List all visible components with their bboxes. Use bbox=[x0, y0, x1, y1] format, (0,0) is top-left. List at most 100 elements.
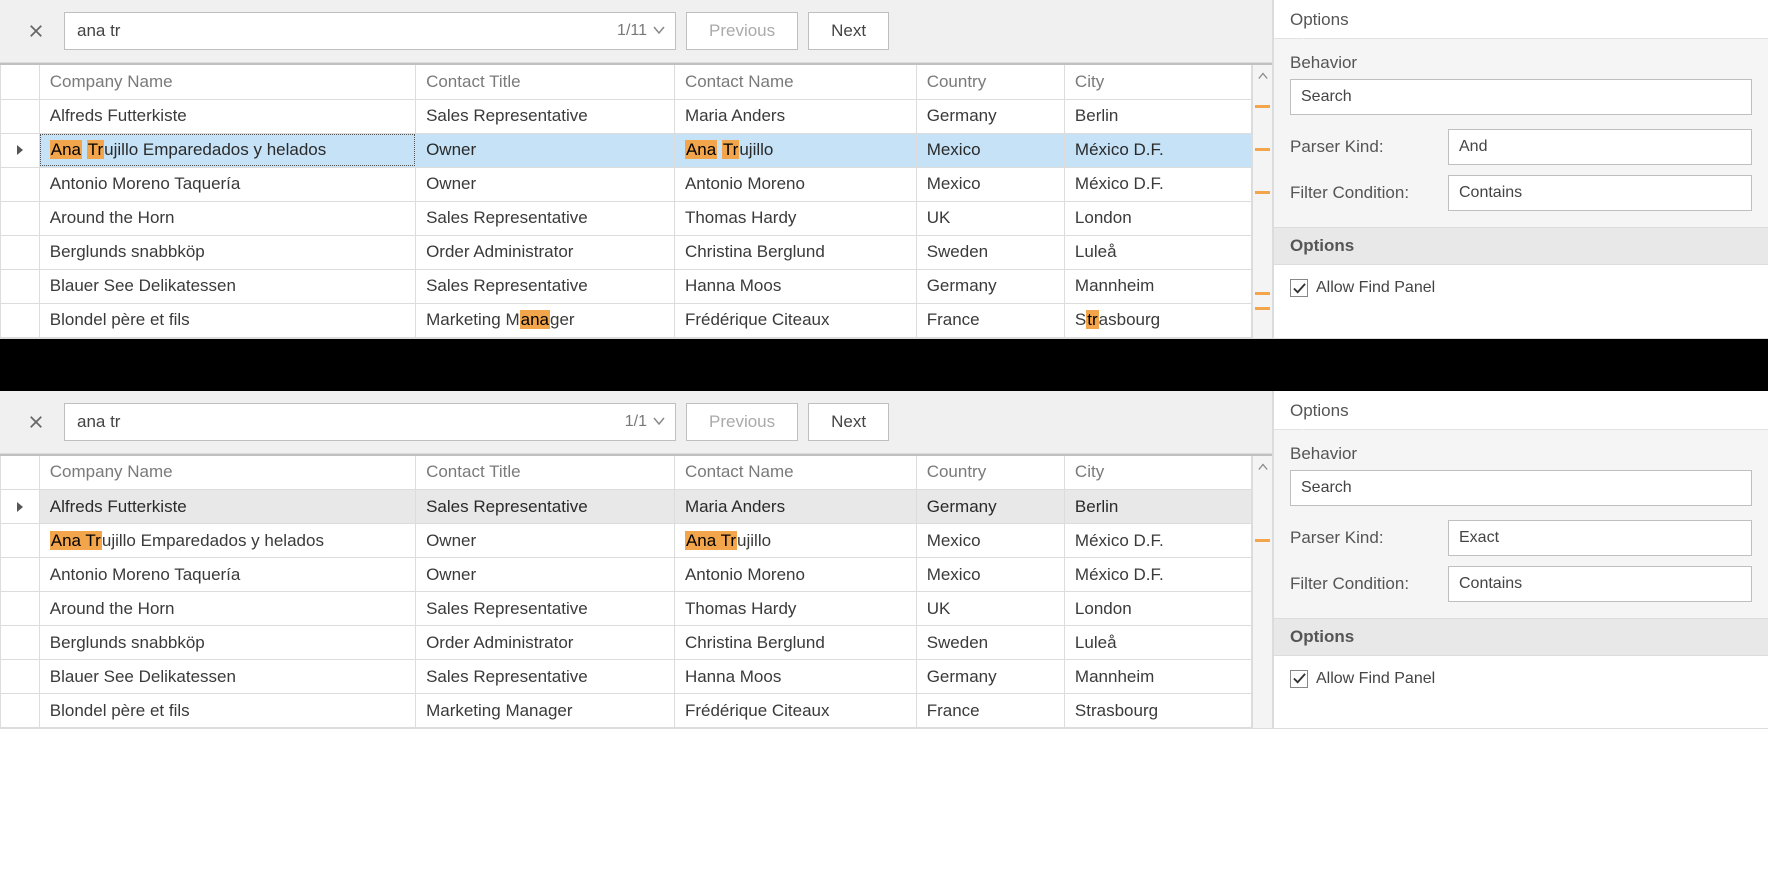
table-cell[interactable]: Luleå bbox=[1064, 626, 1251, 660]
table-row[interactable]: Around the HornSales RepresentativeThoma… bbox=[1, 592, 1252, 626]
scroll-track[interactable] bbox=[1253, 476, 1272, 729]
table-cell[interactable]: Around the Horn bbox=[39, 201, 415, 235]
close-icon[interactable] bbox=[24, 410, 48, 434]
table-cell[interactable]: Order Administrator bbox=[416, 626, 675, 660]
table-cell[interactable]: Mannheim bbox=[1064, 269, 1251, 303]
table-cell[interactable]: UK bbox=[916, 592, 1064, 626]
column-header[interactable]: Contact Name bbox=[674, 65, 916, 99]
table-cell[interactable]: Christina Berglund bbox=[674, 235, 916, 269]
table-cell[interactable]: Strasbourg bbox=[1064, 303, 1251, 337]
vertical-scrollbar[interactable] bbox=[1252, 456, 1272, 729]
table-cell[interactable]: México D.F. bbox=[1064, 133, 1251, 167]
table-cell[interactable]: Germany bbox=[916, 490, 1064, 524]
table-cell[interactable]: Ana Trujillo Emparedados y helados bbox=[39, 133, 415, 167]
vertical-scrollbar[interactable] bbox=[1252, 65, 1272, 338]
table-cell[interactable]: Blauer See Delikatessen bbox=[39, 269, 415, 303]
table-cell[interactable]: London bbox=[1064, 592, 1251, 626]
allow-find-panel-checkbox[interactable] bbox=[1290, 279, 1308, 297]
table-cell[interactable]: Ana Trujillo bbox=[674, 133, 916, 167]
table-cell[interactable]: Sales Representative bbox=[416, 592, 675, 626]
table-cell[interactable]: Maria Anders bbox=[674, 490, 916, 524]
table-row[interactable]: Ana Trujillo Emparedados y heladosOwnerA… bbox=[1, 133, 1252, 167]
table-cell[interactable]: UK bbox=[916, 201, 1064, 235]
table-cell[interactable]: Sales Representative bbox=[416, 490, 675, 524]
table-cell[interactable]: Antonio Moreno Taquería bbox=[39, 167, 415, 201]
filter-condition-select[interactable]: Contains bbox=[1448, 175, 1752, 211]
scroll-track[interactable] bbox=[1253, 85, 1272, 338]
column-header[interactable]: City bbox=[1064, 65, 1251, 99]
behavior-select[interactable]: Search bbox=[1290, 79, 1752, 115]
table-cell[interactable]: Mexico bbox=[916, 558, 1064, 592]
table-row[interactable]: Blauer See DelikatessenSales Representat… bbox=[1, 660, 1252, 694]
column-header[interactable]: Company Name bbox=[39, 456, 415, 490]
search-input[interactable] bbox=[75, 20, 617, 42]
table-cell[interactable]: Mexico bbox=[916, 133, 1064, 167]
close-icon[interactable] bbox=[24, 19, 48, 43]
column-header[interactable]: Contact Name bbox=[674, 456, 916, 490]
table-cell[interactable]: Sales Representative bbox=[416, 269, 675, 303]
table-cell[interactable]: Sales Representative bbox=[416, 99, 675, 133]
table-cell[interactable]: Berlin bbox=[1064, 99, 1251, 133]
table-cell[interactable]: Thomas Hardy bbox=[674, 592, 916, 626]
table-row[interactable]: Blondel père et filsMarketing ManagerFré… bbox=[1, 694, 1252, 728]
table-cell[interactable]: México D.F. bbox=[1064, 558, 1251, 592]
table-row[interactable]: Around the HornSales RepresentativeThoma… bbox=[1, 201, 1252, 235]
chevron-down-icon[interactable] bbox=[653, 21, 665, 41]
table-cell[interactable]: Order Administrator bbox=[416, 235, 675, 269]
chevron-down-icon[interactable] bbox=[653, 412, 665, 432]
table-cell[interactable]: France bbox=[916, 303, 1064, 337]
table-row[interactable]: Alfreds FutterkisteSales RepresentativeM… bbox=[1, 99, 1252, 133]
table-cell[interactable]: Strasbourg bbox=[1064, 694, 1251, 728]
table-row[interactable]: Alfreds FutterkisteSales RepresentativeM… bbox=[1, 490, 1252, 524]
table-row[interactable]: Antonio Moreno TaqueríaOwnerAntonio More… bbox=[1, 167, 1252, 201]
parser-kind-select[interactable]: And bbox=[1448, 129, 1752, 165]
table-cell[interactable]: France bbox=[916, 694, 1064, 728]
table-cell[interactable]: Owner bbox=[416, 133, 675, 167]
table-cell[interactable]: Mexico bbox=[916, 524, 1064, 558]
scroll-up-icon[interactable] bbox=[1254, 458, 1272, 476]
table-row[interactable]: Berglunds snabbköpOrder AdministratorChr… bbox=[1, 626, 1252, 660]
table-cell[interactable]: Frédérique Citeaux bbox=[674, 694, 916, 728]
table-row[interactable]: Ana Trujillo Emparedados y heladosOwnerA… bbox=[1, 524, 1252, 558]
table-cell[interactable]: Blauer See Delikatessen bbox=[39, 660, 415, 694]
table-cell[interactable]: Antonio Moreno bbox=[674, 558, 916, 592]
table-cell[interactable]: Sales Representative bbox=[416, 201, 675, 235]
table-cell[interactable]: Berglunds snabbköp bbox=[39, 235, 415, 269]
table-cell[interactable]: Sweden bbox=[916, 626, 1064, 660]
table-cell[interactable]: Marketing Manager bbox=[416, 303, 675, 337]
column-header[interactable]: Country bbox=[916, 456, 1064, 490]
table-cell[interactable]: Antonio Moreno Taquería bbox=[39, 558, 415, 592]
table-row[interactable]: Antonio Moreno TaqueríaOwnerAntonio More… bbox=[1, 558, 1252, 592]
filter-condition-select[interactable]: Contains bbox=[1448, 566, 1752, 602]
table-cell[interactable]: México D.F. bbox=[1064, 524, 1251, 558]
column-header[interactable]: Contact Title bbox=[416, 65, 675, 99]
table-row[interactable]: Blondel père et filsMarketing ManagerFré… bbox=[1, 303, 1252, 337]
behavior-select[interactable]: Search bbox=[1290, 470, 1752, 506]
table-cell[interactable]: Blondel père et fils bbox=[39, 694, 415, 728]
table-cell[interactable]: Berglunds snabbköp bbox=[39, 626, 415, 660]
scroll-up-icon[interactable] bbox=[1254, 67, 1272, 85]
table-cell[interactable]: Germany bbox=[916, 660, 1064, 694]
next-button[interactable]: Next bbox=[808, 403, 889, 441]
table-cell[interactable]: Hanna Moos bbox=[674, 269, 916, 303]
table-cell[interactable]: Owner bbox=[416, 524, 675, 558]
column-header[interactable]: Company Name bbox=[39, 65, 415, 99]
table-row[interactable]: Berglunds snabbköpOrder AdministratorChr… bbox=[1, 235, 1252, 269]
table-cell[interactable]: Luleå bbox=[1064, 235, 1251, 269]
table-cell[interactable]: Hanna Moos bbox=[674, 660, 916, 694]
table-cell[interactable]: Antonio Moreno bbox=[674, 167, 916, 201]
table-cell[interactable]: Around the Horn bbox=[39, 592, 415, 626]
table-cell[interactable]: Owner bbox=[416, 558, 675, 592]
table-cell[interactable]: Alfreds Futterkiste bbox=[39, 490, 415, 524]
search-input[interactable] bbox=[75, 411, 625, 433]
table-cell[interactable]: Blondel père et fils bbox=[39, 303, 415, 337]
table-cell[interactable]: Alfreds Futterkiste bbox=[39, 99, 415, 133]
table-cell[interactable]: Ana Trujillo bbox=[674, 524, 916, 558]
table-row[interactable]: Blauer See DelikatessenSales Representat… bbox=[1, 269, 1252, 303]
column-header[interactable]: Country bbox=[916, 65, 1064, 99]
allow-find-panel-checkbox[interactable] bbox=[1290, 670, 1308, 688]
table-cell[interactable]: Thomas Hardy bbox=[674, 201, 916, 235]
table-cell[interactable]: Ana Trujillo Emparedados y helados bbox=[39, 524, 415, 558]
parser-kind-select[interactable]: Exact bbox=[1448, 520, 1752, 556]
column-header[interactable]: Contact Title bbox=[416, 456, 675, 490]
